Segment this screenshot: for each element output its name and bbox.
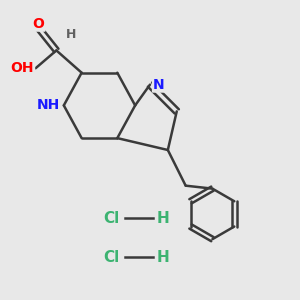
Text: O: O — [33, 17, 44, 31]
Text: Cl: Cl — [103, 211, 119, 226]
Text: H: H — [157, 211, 170, 226]
Text: H: H — [66, 28, 76, 40]
Text: NH: NH — [37, 98, 60, 112]
Text: OH: OH — [11, 61, 34, 75]
Text: H: H — [157, 250, 170, 265]
Text: N: N — [153, 78, 165, 92]
Text: Cl: Cl — [103, 250, 119, 265]
